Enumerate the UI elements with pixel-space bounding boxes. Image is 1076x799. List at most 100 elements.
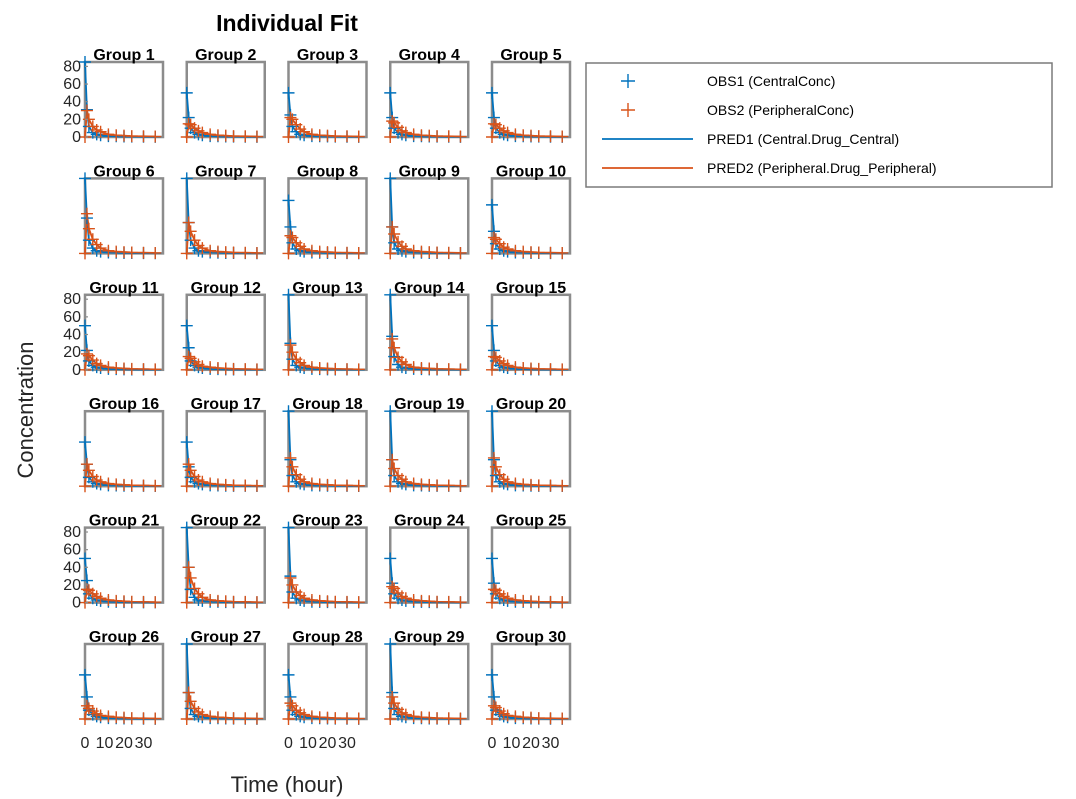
data-point-obs2 bbox=[250, 596, 263, 609]
legend-marker-obs2 bbox=[621, 103, 635, 117]
panel-title: Group 4 bbox=[399, 47, 460, 64]
data-point-obs2 bbox=[431, 479, 444, 492]
legend-label-obs2: OBS2 (PeripheralConc) bbox=[707, 102, 854, 118]
data-point-obs2 bbox=[431, 362, 444, 375]
data-point-obs2 bbox=[329, 595, 342, 608]
panel-title: Group 30 bbox=[496, 629, 566, 646]
data-point-obs2 bbox=[227, 712, 240, 725]
data-point-obs2 bbox=[399, 708, 412, 721]
data-point-obs2 bbox=[94, 592, 107, 605]
series-line-pred1 bbox=[389, 294, 461, 371]
data-point-obs2 bbox=[204, 361, 217, 374]
data-point-obs2 bbox=[282, 131, 295, 143]
data-point-obs2 bbox=[125, 595, 138, 608]
data-point-obs2 bbox=[282, 480, 295, 493]
panel-title: Group 19 bbox=[394, 396, 464, 413]
y-tick-label: 0 bbox=[72, 129, 81, 146]
panel-group-30: Group 30 0 10 20 30 bbox=[486, 629, 572, 752]
data-point-obs2 bbox=[149, 479, 162, 492]
data-point-obs2 bbox=[352, 130, 365, 143]
data-point-obs2 bbox=[556, 479, 569, 492]
data-point-obs2 bbox=[384, 713, 397, 725]
y-tick-label: 80 bbox=[63, 58, 81, 75]
data-point-obs2 bbox=[298, 125, 311, 138]
panel-group-16: Group 16 bbox=[79, 396, 165, 493]
data-point-obs2 bbox=[180, 480, 193, 493]
panel-group-26: Group 26 0 10 20 30 bbox=[79, 629, 165, 752]
data-point-obs2 bbox=[82, 113, 95, 126]
data-point-obs2 bbox=[407, 128, 420, 141]
data-point-obs2 bbox=[180, 247, 193, 260]
panel-group-20: Group 20 bbox=[486, 396, 572, 493]
data-point-obs2 bbox=[284, 571, 297, 584]
y-tick-label: 20 bbox=[63, 344, 81, 361]
data-point-obs1 bbox=[180, 319, 193, 332]
x-tick-label: 10 bbox=[503, 735, 521, 752]
x-tick-label: 20 bbox=[319, 735, 337, 752]
data-point-obs2 bbox=[486, 480, 498, 493]
data-point-obs2 bbox=[501, 242, 514, 255]
data-point-obs2 bbox=[227, 130, 240, 143]
data-point-obs2 bbox=[286, 578, 299, 591]
data-point-obs2 bbox=[386, 690, 399, 703]
data-point-obs1 bbox=[282, 668, 295, 681]
data-point-obs2 bbox=[282, 713, 295, 725]
data-point-obs2 bbox=[501, 592, 514, 605]
data-point-obs2 bbox=[298, 359, 311, 372]
data-point-obs2 bbox=[486, 247, 498, 260]
data-point-obs1 bbox=[486, 668, 498, 681]
data-point-obs2 bbox=[556, 130, 569, 143]
data-point-obs2 bbox=[137, 363, 150, 376]
panel-title: Group 1 bbox=[93, 47, 154, 64]
data-point-obs2 bbox=[182, 458, 195, 471]
panel-group-19: Group 19 bbox=[384, 396, 470, 493]
panel-title: Group 5 bbox=[500, 47, 561, 64]
panel-title: Group 23 bbox=[292, 513, 362, 530]
panel-title: Group 2 bbox=[195, 47, 256, 64]
data-point-obs2 bbox=[341, 363, 353, 376]
data-point-obs2 bbox=[196, 242, 209, 255]
legend-label-pred1: PRED1 (Central.Drug_Central) bbox=[707, 131, 899, 147]
data-point-obs2 bbox=[227, 246, 240, 259]
data-point-obs2 bbox=[305, 477, 318, 490]
data-point-obs2 bbox=[204, 128, 217, 141]
panel-title: Group 10 bbox=[496, 163, 566, 180]
data-point-obs2 bbox=[196, 708, 209, 721]
data-point-obs2 bbox=[149, 130, 162, 143]
data-point-obs1 bbox=[180, 172, 193, 185]
x-tick-label: 10 bbox=[96, 735, 114, 752]
data-point-obs2 bbox=[407, 593, 420, 606]
data-point-obs2 bbox=[386, 580, 399, 593]
data-point-obs2 bbox=[431, 595, 444, 608]
data-point-obs2 bbox=[501, 475, 514, 488]
panel-group-15: Group 15 bbox=[486, 280, 572, 376]
data-point-obs2 bbox=[556, 596, 569, 609]
data-point-obs1 bbox=[486, 405, 498, 418]
panel-title: Group 25 bbox=[496, 513, 566, 530]
data-point-obs2 bbox=[341, 479, 353, 492]
panel-group-22: Group 22 bbox=[180, 513, 266, 609]
chart-title: Individual Fit bbox=[216, 10, 358, 36]
panel-title: Group 20 bbox=[496, 396, 566, 413]
data-point-obs2 bbox=[102, 477, 115, 490]
data-point-obs2 bbox=[442, 246, 455, 259]
data-point-obs2 bbox=[305, 128, 318, 141]
data-point-obs2 bbox=[532, 130, 545, 143]
data-point-obs2 bbox=[509, 477, 522, 490]
y-tick-label: 20 bbox=[63, 111, 81, 128]
data-point-obs2 bbox=[80, 699, 93, 712]
data-point-obs2 bbox=[509, 244, 522, 257]
data-point-obs2 bbox=[384, 596, 397, 609]
data-point-obs1 bbox=[282, 521, 295, 534]
data-point-obs2 bbox=[487, 451, 500, 464]
y-tick-label: 0 bbox=[72, 362, 81, 379]
data-point-obs2 bbox=[532, 246, 545, 259]
panel-title: Group 24 bbox=[394, 513, 464, 530]
panel-title: Group 22 bbox=[191, 513, 261, 530]
data-point-obs2 bbox=[341, 246, 353, 259]
data-point-obs2 bbox=[182, 216, 195, 229]
data-point-obs2 bbox=[407, 477, 420, 490]
data-point-obs2 bbox=[137, 130, 150, 143]
data-point-obs2 bbox=[532, 479, 545, 492]
